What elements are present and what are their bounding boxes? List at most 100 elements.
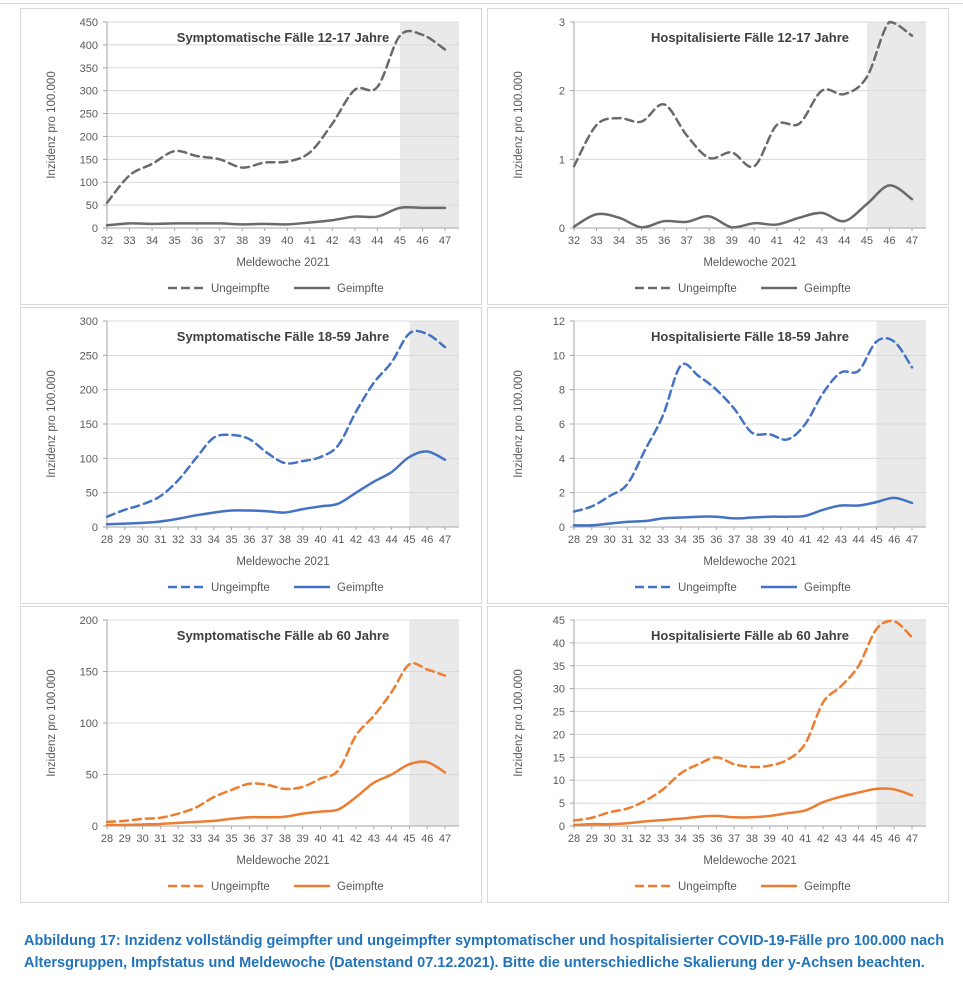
figure-grid: 0 50 100 150 200 250 300 350 400 450 32 33 34 35 36 37 3…: [20, 8, 949, 903]
chart-panel-hospitalisierte-faelle-ab-60: 0 5 10 15 20 25 30 35 40 45 28 29 30 31 32 33 34 35 36 37 38…: [487, 606, 949, 903]
x-tick-label: 32: [568, 235, 580, 247]
y-tick-label: 200: [80, 615, 98, 627]
x-tick-label: 34: [208, 534, 220, 546]
x-tick-label: 40: [281, 235, 293, 247]
x-tick-label: 31: [621, 833, 633, 845]
chart-title: Hospitalisierte Fälle ab 60 Jahre: [651, 628, 849, 643]
legend-geimpfte-label: Geimpfte: [337, 881, 384, 893]
chart-title: Symptomatische Fälle ab 60 Jahre: [177, 628, 389, 643]
y-tick-label: 45: [553, 615, 565, 627]
x-tick-label: 34: [675, 833, 687, 845]
x-tick-label: 45: [870, 833, 882, 845]
y-tick-label: 400: [80, 40, 98, 52]
y-tick-label: 30: [553, 684, 565, 696]
x-tick-label: 37: [261, 833, 273, 845]
x-tick-label: 38: [746, 833, 758, 845]
chart-title: Hospitalisierte Fälle 18-59 Jahre: [651, 329, 849, 344]
x-tick-label: 40: [314, 534, 326, 546]
y-axis-title: Inzidenz pro 100.000: [46, 71, 58, 178]
series-geimpfte-line: [572, 496, 914, 527]
x-tick-label: 46: [421, 534, 433, 546]
x-tick-label: 46: [416, 235, 428, 247]
y-tick-label: 0: [559, 223, 565, 235]
x-tick-label: 29: [586, 833, 598, 845]
y-tick-label: 0: [92, 522, 98, 534]
y-axis-title: Inzidenz pro 100.000: [513, 669, 525, 776]
y-tick-label: 100: [80, 453, 98, 465]
y-tick-label: 8: [559, 385, 565, 397]
x-tick-label: 37: [214, 235, 226, 247]
x-tick-label: 44: [838, 235, 850, 247]
legend-geimpfte-label: Geimpfte: [804, 582, 851, 594]
y-tick-label: 0: [559, 522, 565, 534]
x-tick-label: 32: [172, 833, 184, 845]
chart-panel-hospitalisierte-faelle-18-59: 0 2 4 6 8 10 12 28 29 30 31 32 33 34 35 36 37 38 39 40 41 42 4…: [487, 307, 949, 604]
y-tick-label: 200: [80, 385, 98, 397]
x-tick-label: 43: [368, 833, 380, 845]
y-axis-title: Inzidenz pro 100.000: [46, 669, 58, 776]
x-axis-title: Meldewoche 2021: [703, 257, 796, 269]
y-tick-label: 25: [553, 707, 565, 719]
x-tick-label: 37: [681, 235, 693, 247]
x-tick-label: 42: [350, 833, 362, 845]
x-tick-label: 36: [658, 235, 670, 247]
y-tick-label: 1: [559, 154, 565, 166]
y-tick-label: 40: [553, 638, 565, 650]
page-top-divider: [0, 3, 963, 4]
x-tick-label: 44: [386, 833, 398, 845]
x-tick-label: 46: [888, 833, 900, 845]
series-geimpfte-line: [572, 184, 914, 229]
x-tick-label: 45: [861, 235, 873, 247]
y-tick-label: 200: [80, 131, 98, 143]
x-tick-label: 45: [403, 833, 415, 845]
chart-svg: 0 1 2 3 32 33 34 35 36 37 38 39 40 41 42 43 44 45 46 47 Hosp…: [513, 17, 926, 295]
x-tick-label: 33: [657, 534, 669, 546]
x-tick-label: 38: [279, 534, 291, 546]
x-tick-label: 32: [639, 534, 651, 546]
series-ungeimpfte-line: [105, 661, 447, 824]
x-tick-label: 38: [279, 833, 291, 845]
x-tick-label: 34: [675, 534, 687, 546]
y-axis-title: Inzidenz pro 100.000: [513, 71, 525, 178]
series-geimpfte-line: [105, 760, 447, 827]
y-tick-label: 10: [553, 350, 565, 362]
y-axis-title: Inzidenz pro 100.000: [46, 370, 58, 477]
x-axis-title: Meldewoche 2021: [236, 556, 329, 568]
x-tick-label: 37: [728, 833, 740, 845]
x-tick-label: 35: [168, 235, 180, 247]
chart-panel-hospitalisierte-faelle-12-17: 0 1 2 3 32 33 34 35 36 37 38 39 40 41 42 43 44 45 46 47 Hosp…: [487, 8, 949, 305]
series-geimpfte-line: [572, 787, 914, 827]
x-tick-label: 47: [906, 534, 918, 546]
x-tick-label: 32: [639, 833, 651, 845]
x-tick-label: 33: [657, 833, 669, 845]
x-axis-title: Meldewoche 2021: [236, 257, 329, 269]
x-tick-label: 41: [304, 235, 316, 247]
y-tick-label: 20: [553, 729, 565, 741]
x-tick-label: 39: [726, 235, 738, 247]
chart-svg: 0 50 100 150 200 250 300 350 400 450 32 33 34 35 36 37 3…: [46, 17, 459, 295]
x-tick-label: 41: [799, 534, 811, 546]
y-tick-label: 250: [80, 350, 98, 362]
y-tick-label: 0: [92, 821, 98, 833]
x-tick-label: 40: [748, 235, 760, 247]
x-tick-label: 29: [119, 534, 131, 546]
x-tick-label: 42: [817, 534, 829, 546]
y-tick-label: 300: [80, 86, 98, 98]
chart-svg: 0 5 10 15 20 25 30 35 40 45 28 29 30 31 32 33 34 35 36 37 38…: [513, 615, 926, 893]
x-tick-label: 35: [225, 534, 237, 546]
y-tick-label: 50: [86, 488, 98, 500]
y-axis-title: Inzidenz pro 100.000: [513, 370, 525, 477]
x-tick-label: 46: [421, 833, 433, 845]
series-ungeimpfte-line: [105, 329, 447, 518]
x-tick-label: 31: [621, 534, 633, 546]
x-tick-label: 47: [439, 833, 451, 845]
y-tick-label: 150: [80, 154, 98, 166]
x-tick-label: 43: [349, 235, 361, 247]
y-tick-label: 250: [80, 109, 98, 121]
x-axis-title: Meldewoche 2021: [703, 855, 796, 867]
x-tick-label: 38: [703, 235, 715, 247]
legend-geimpfte-label: Geimpfte: [804, 283, 851, 295]
x-tick-label: 32: [101, 235, 113, 247]
chart-panel-symptomatische-faelle-ab-60: 0 50 100 150 200 28 29 30 31 32 33 34 35 36 37 38 39 40 41…: [20, 606, 482, 903]
